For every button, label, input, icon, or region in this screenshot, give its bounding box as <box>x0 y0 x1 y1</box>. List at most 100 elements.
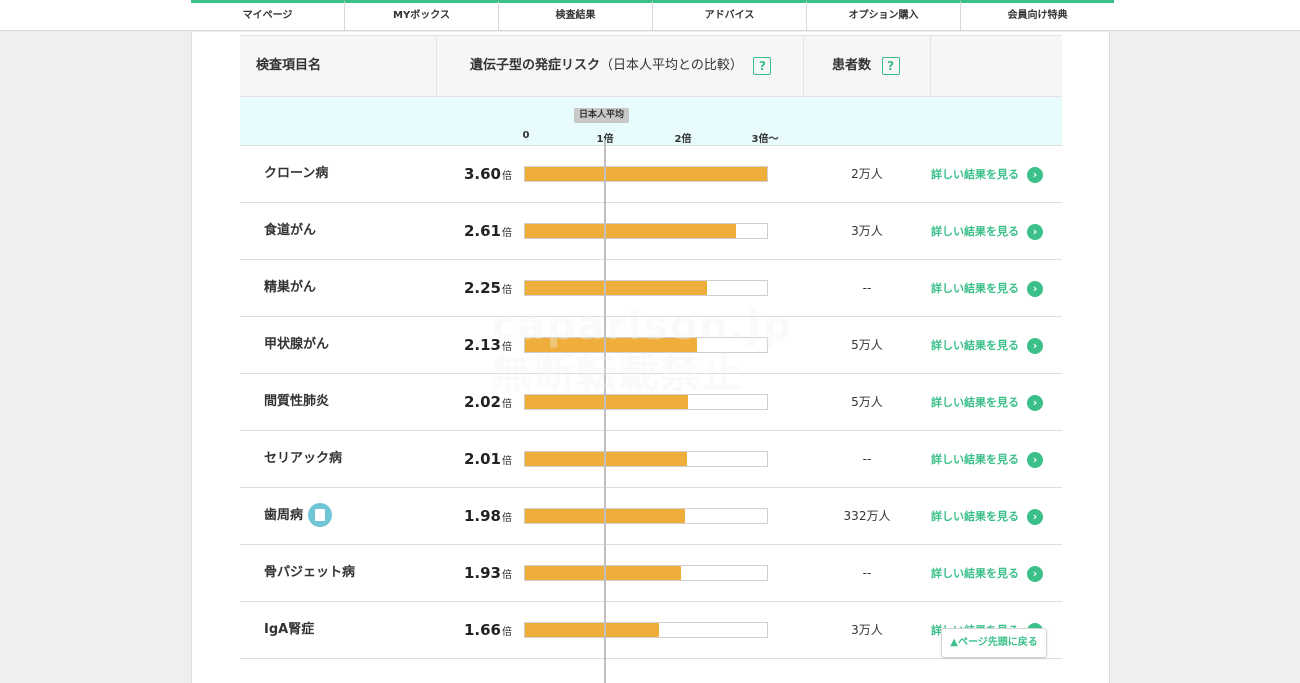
risk-bar-track <box>524 337 768 353</box>
table-row: 間質性肺炎 2.02倍 5万人 詳しい結果を見る › <box>240 374 1062 431</box>
risk-table: 検査項目名 遺伝子型の発症リスク（日本人平均との比較） ? 患者数 ? 日本人平… <box>240 35 1062 659</box>
risk-bar-fill <box>525 224 736 238</box>
patients-help-icon[interactable]: ? <box>881 56 900 75</box>
risk-value: 2.01倍 <box>463 450 512 468</box>
header-separator <box>803 36 804 96</box>
scale-tick-0: 0 <box>522 130 530 141</box>
header-risk-label: 遺伝子型の発症リスク <box>470 58 601 73</box>
patient-count: 332万人 <box>843 509 891 523</box>
table-row: 骨パジェット病 1.93倍 -- 詳しい結果を見る › <box>240 545 1062 602</box>
test-name: IgA腎症 <box>264 622 315 637</box>
risk-bar-fill <box>525 452 688 466</box>
table-row: 甲状腺がん 2.13倍 5万人 詳しい結果を見る › <box>240 317 1062 374</box>
risk-scale: 日本人平均 0 1倍 2倍 3倍〜 <box>240 97 1062 146</box>
table-row: 精巣がん 2.25倍 -- 詳しい結果を見る › <box>240 260 1062 317</box>
tab-advice[interactable]: アドバイス <box>652 0 806 31</box>
tab-member-benefits[interactable]: 会員向け特典 <box>960 0 1114 31</box>
risk-bar-track <box>524 451 768 467</box>
header-risk-sublabel: （日本人平均との比較） <box>600 58 743 73</box>
view-details-link[interactable]: 詳しい結果を見る› <box>931 545 1043 602</box>
chevron-right-icon[interactable]: › <box>1027 338 1043 354</box>
risk-bar-track <box>524 166 768 182</box>
test-name: 甲状腺がん <box>264 337 330 352</box>
patient-count: -- <box>862 452 872 466</box>
risk-rows: クローン病 3.60倍 2万人 詳しい結果を見る › 食道がん 2.61倍 3万人 詳しい結果を… <box>240 146 1062 659</box>
test-name: 食道がん <box>264 223 317 238</box>
chevron-right-icon[interactable]: › <box>1027 224 1043 240</box>
table-header: 検査項目名 遺伝子型の発症リスク（日本人平均との比較） ? 患者数 ? <box>240 35 1062 97</box>
tab-mypage[interactable]: マイページ <box>191 0 344 31</box>
view-details-link[interactable]: 詳しい結果を見る› <box>931 146 1043 203</box>
header-risk: 遺伝子型の発症リスク（日本人平均との比較） ? <box>470 36 772 96</box>
chevron-right-icon[interactable]: › <box>1027 395 1043 411</box>
risk-bar-fill <box>525 623 659 637</box>
risk-value: 1.93倍 <box>463 564 512 582</box>
header-test-name: 検査項目名 <box>256 58 322 73</box>
tab-mybox[interactable]: MYボックス <box>344 0 498 31</box>
chevron-right-icon[interactable]: › <box>1027 452 1043 468</box>
tab-option-purchase[interactable]: オプション購入 <box>806 0 960 31</box>
view-details-link[interactable]: 詳しい結果を見る› <box>931 488 1043 545</box>
chevron-right-icon[interactable]: › <box>1027 566 1043 582</box>
average-line <box>604 140 606 683</box>
risk-value: 1.66倍 <box>463 621 512 639</box>
view-details-link[interactable]: 詳しい結果を見る› <box>931 317 1043 374</box>
view-details-link[interactable]: 詳しい結果を見る› <box>931 203 1043 260</box>
table-row: クローン病 3.60倍 2万人 詳しい結果を見る › <box>240 146 1062 203</box>
test-name: 精巣がん <box>264 280 317 295</box>
table-row: 食道がん 2.61倍 3万人 詳しい結果を見る › <box>240 203 1062 260</box>
patient-count: -- <box>862 281 872 295</box>
book-icon[interactable] <box>308 502 333 527</box>
test-name: 骨パジェット病 <box>264 565 356 580</box>
table-row: 歯周病 1.98倍 332万人 詳しい結果を見る › <box>240 488 1062 545</box>
risk-bar-track <box>524 280 768 296</box>
header-patients: 患者数 ? <box>832 36 900 96</box>
patient-count: 2万人 <box>851 167 883 181</box>
header-separator <box>436 36 437 96</box>
risk-help-icon[interactable]: ? <box>753 56 772 75</box>
results-panel: 検査項目名 遺伝子型の発症リスク（日本人平均との比較） ? 患者数 ? 日本人平… <box>191 32 1110 683</box>
table-row: セリアック病 2.01倍 -- 詳しい結果を見る › <box>240 431 1062 488</box>
risk-bar-fill <box>525 338 697 352</box>
test-name: 間質性肺炎 <box>264 394 330 409</box>
view-details-link[interactable]: 詳しい結果を見る› <box>931 431 1043 488</box>
tab-results[interactable]: 検査結果 <box>498 0 652 31</box>
view-details-link[interactable]: 詳しい結果を見る› <box>931 374 1043 431</box>
risk-value: 3.60倍 <box>463 165 512 183</box>
test-name: クローン病 <box>264 166 329 181</box>
patient-count: 5万人 <box>851 338 883 352</box>
risk-bar-fill <box>525 167 767 181</box>
risk-value: 2.13倍 <box>463 336 512 354</box>
risk-bar-track <box>524 394 768 410</box>
patient-count: 3万人 <box>851 224 883 238</box>
risk-bar-track <box>524 223 768 239</box>
chevron-right-icon[interactable]: › <box>1027 281 1043 297</box>
chevron-right-icon[interactable]: › <box>1027 509 1043 525</box>
risk-value: 2.61倍 <box>463 222 512 240</box>
risk-bar-fill <box>525 395 688 409</box>
scale-tick-1: 1倍 <box>597 130 614 145</box>
scale-tick-3: 3倍〜 <box>751 134 779 145</box>
header-separator <box>930 36 931 96</box>
patient-count: 3万人 <box>851 623 883 637</box>
patient-count: 5万人 <box>851 395 883 409</box>
japanese-average-badge: 日本人平均 <box>574 108 630 123</box>
chevron-right-icon[interactable]: › <box>1027 167 1043 183</box>
header-patients-label: 患者数 <box>832 58 872 73</box>
top-navigation: マイページ MYボックス 検査結果 アドバイス オプション購入 会員向け特典 <box>0 0 1300 31</box>
risk-value: 1.98倍 <box>463 507 512 525</box>
back-to-top-button[interactable]: ▲ページ先頭に戻る <box>941 628 1047 658</box>
scale-tick-2: 2倍 <box>674 134 692 145</box>
risk-bar-track <box>524 508 768 524</box>
risk-value: 2.02倍 <box>463 393 512 411</box>
test-name: 歯周病 <box>264 488 333 543</box>
patient-count: -- <box>862 566 872 580</box>
risk-bar-fill <box>525 281 707 295</box>
risk-bar-track <box>524 565 768 581</box>
risk-bar-fill <box>525 566 681 580</box>
risk-bar-track <box>524 622 768 638</box>
risk-value: 2.25倍 <box>463 279 512 297</box>
test-name: セリアック病 <box>264 451 343 466</box>
view-details-link[interactable]: 詳しい結果を見る› <box>931 260 1043 317</box>
